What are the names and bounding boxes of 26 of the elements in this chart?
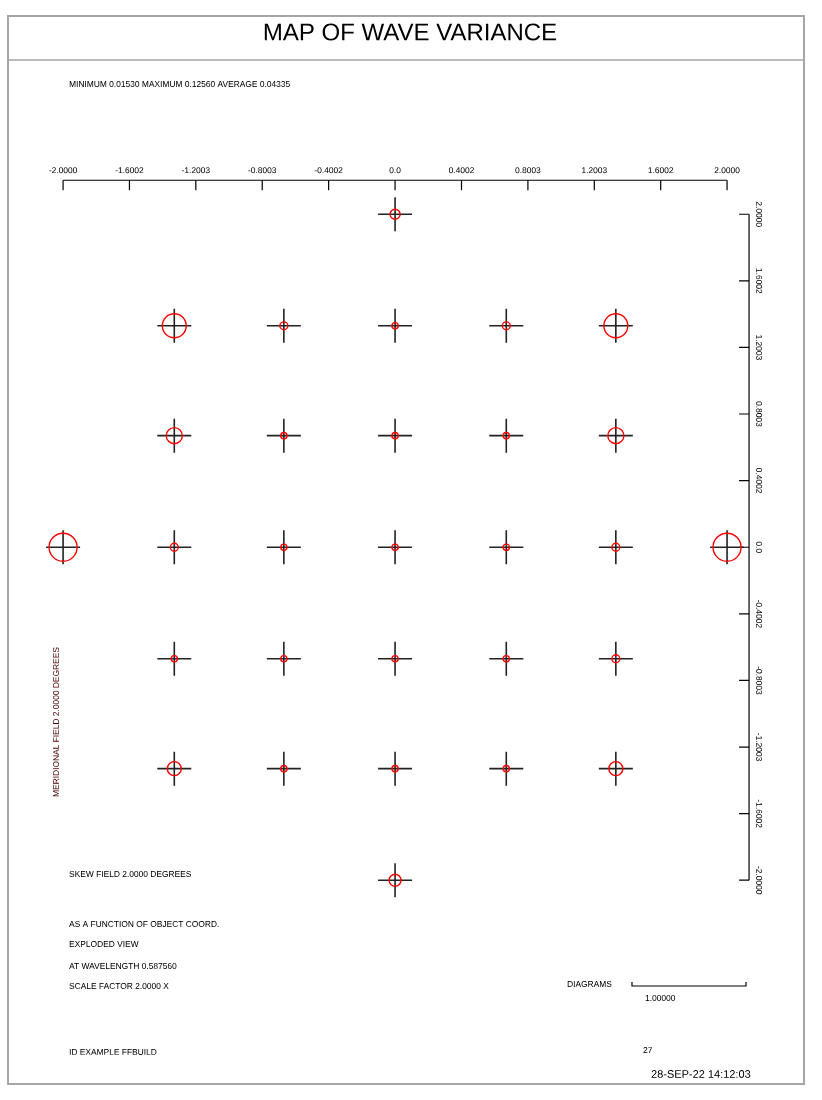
point — [598, 529, 634, 566]
point — [488, 529, 525, 566]
point — [598, 417, 634, 454]
point — [266, 640, 302, 677]
point — [266, 750, 302, 787]
point — [377, 307, 413, 344]
point — [598, 750, 634, 787]
point — [488, 417, 525, 454]
point — [377, 529, 413, 566]
point — [488, 307, 525, 344]
point — [377, 417, 413, 454]
point — [598, 640, 634, 677]
point — [377, 750, 413, 787]
point — [266, 307, 302, 344]
point — [488, 750, 525, 787]
point — [156, 529, 193, 566]
point — [266, 417, 302, 454]
point — [377, 640, 413, 677]
chart-title: MAP OF WAVE VARIANCE — [264, 23, 557, 41]
point — [266, 529, 302, 566]
point — [156, 750, 193, 787]
point — [488, 640, 525, 677]
point — [377, 862, 413, 899]
point — [156, 417, 193, 454]
point — [156, 640, 193, 677]
point — [377, 196, 413, 233]
